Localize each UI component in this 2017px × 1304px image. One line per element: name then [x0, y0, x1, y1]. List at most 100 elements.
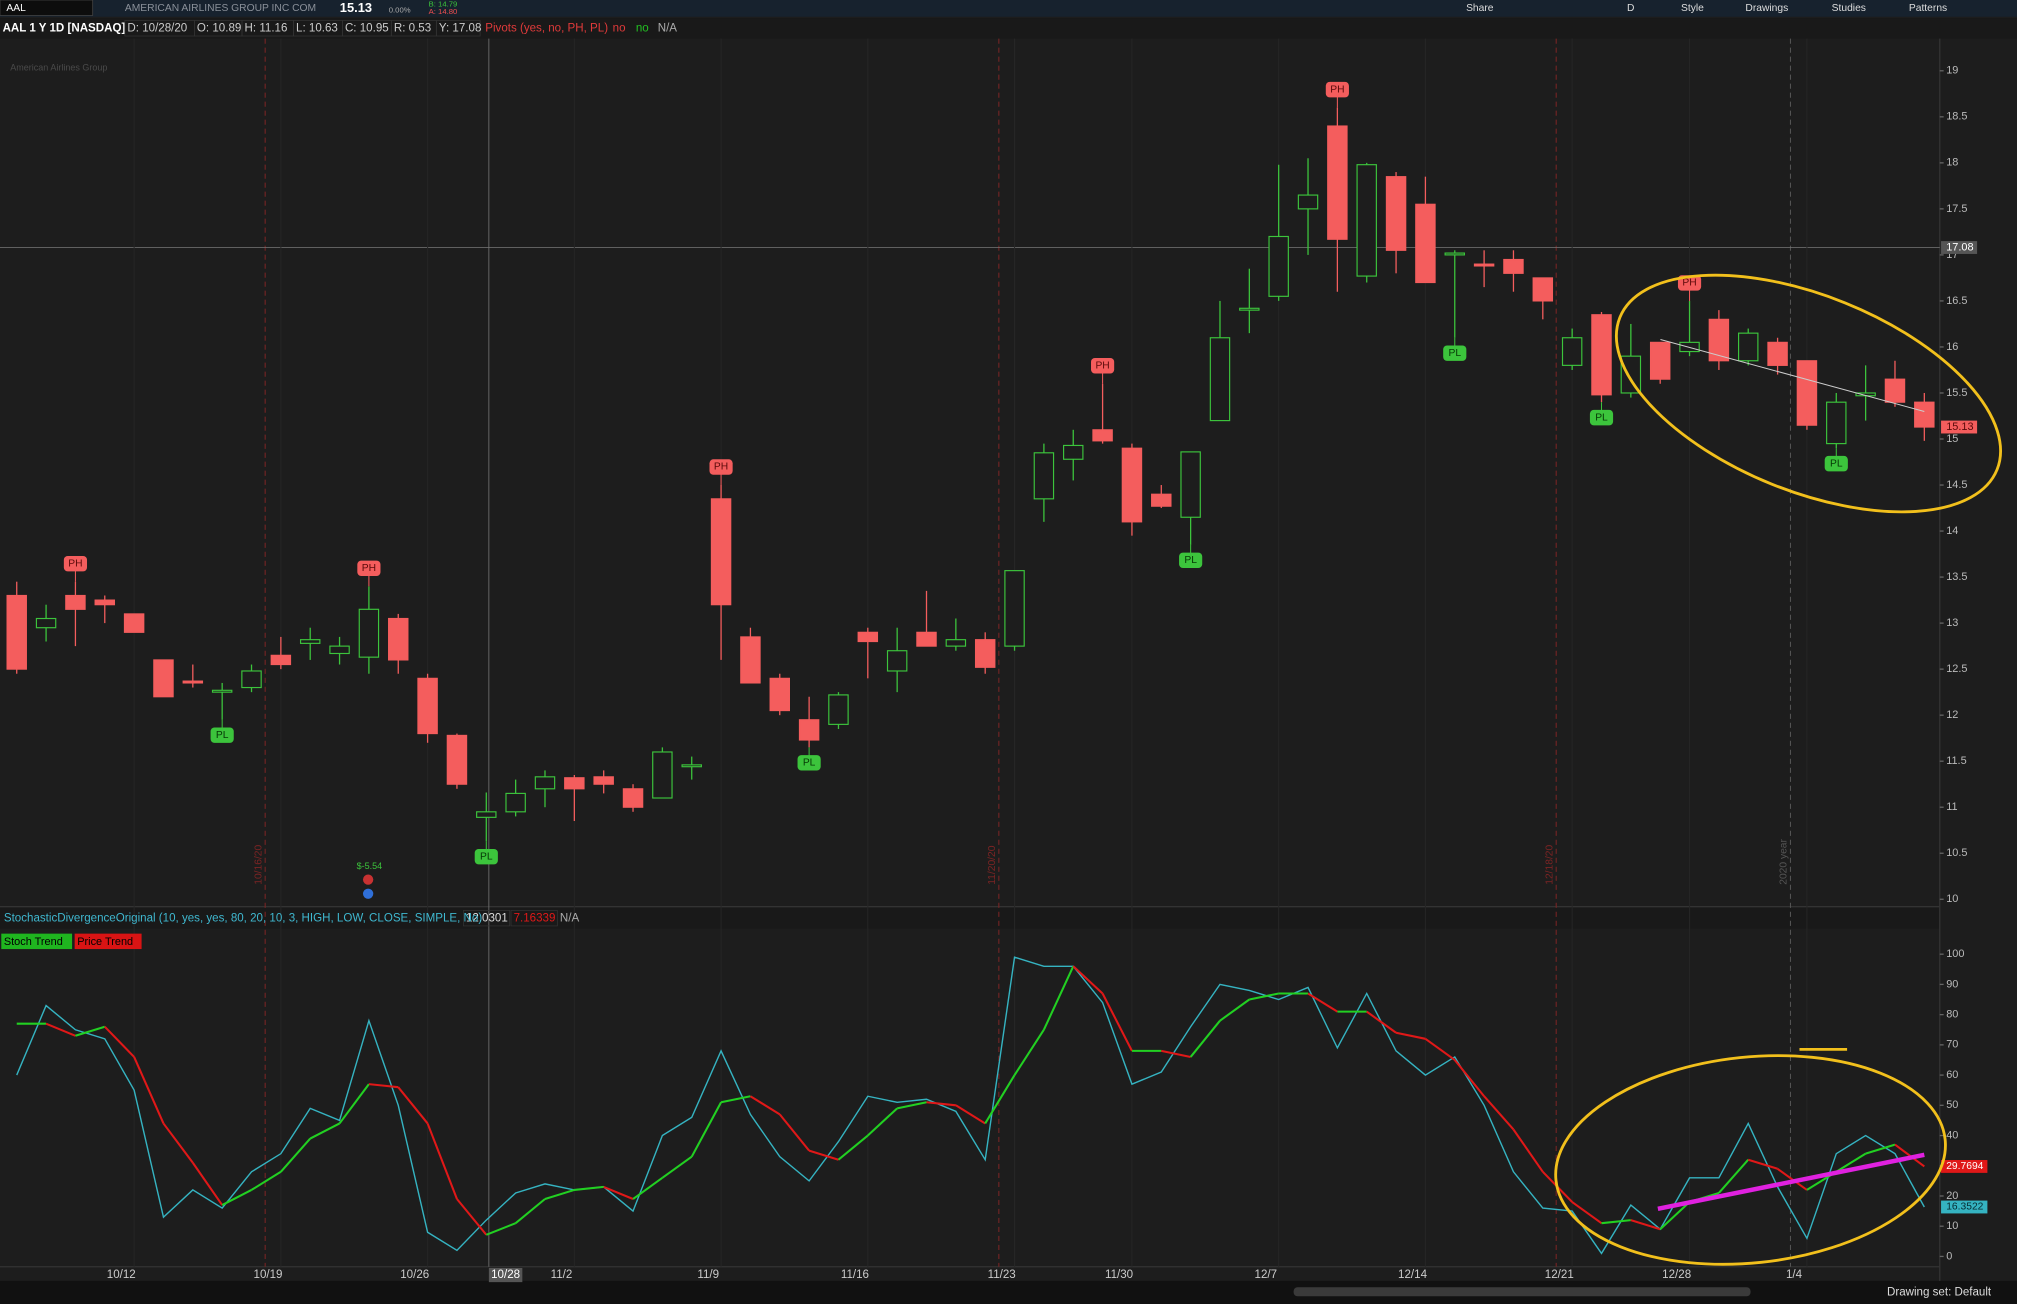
pivot-label: PL — [1595, 412, 1608, 423]
chart-area: 10 10.5 11 11.5 12 12.5 13 13.5 14 14.5 15 15.5 16 16… — [0, 38, 1988, 1283]
candle-body — [329, 645, 350, 655]
line-segment — [632, 1177, 663, 1200]
legend-swatch — [1, 933, 73, 950]
y-tick-label: 12.5 — [1946, 663, 1967, 675]
candle-body — [652, 751, 673, 799]
x-tick-label: 11/23 — [988, 1269, 1016, 1281]
toolbar-button[interactable]: Share — [1466, 3, 1494, 14]
study-value-cell — [462, 910, 511, 927]
scrollbar-thumb[interactable] — [1293, 1287, 1751, 1297]
status-value: C: 10.95 — [345, 22, 389, 34]
y-tick-label: 10 — [1946, 893, 1958, 905]
pivot-badge — [797, 755, 821, 771]
toolbar-button[interactable]: Studies — [1832, 3, 1866, 14]
pivot-badge — [1443, 345, 1467, 361]
candle-body — [681, 764, 702, 768]
pivot-label: PH — [1330, 84, 1344, 95]
y-tick-label: 17.5 — [1946, 203, 1967, 215]
line-segment — [749, 1095, 781, 1116]
candle-body — [1708, 318, 1730, 362]
line-segment — [955, 1104, 986, 1125]
y-tick-label: 0 — [1946, 1250, 1952, 1262]
pivot-badge — [1589, 409, 1614, 426]
candle-body — [1180, 451, 1201, 518]
y-tick-label: 15 — [1946, 433, 1958, 445]
annotations — [1554, 273, 2002, 1266]
line-segment — [1835, 1152, 1867, 1173]
symbol[interactable]: AAL — [6, 3, 26, 14]
x-tick-label: 11/30 — [1105, 1269, 1133, 1281]
y-tick-label: 15.5 — [1946, 387, 1967, 399]
x-tick-label: 10/12 — [107, 1269, 136, 1281]
bid: B: 14.79 — [429, 0, 458, 9]
y-tick-label: 14.5 — [1946, 479, 1967, 491]
toolbar-button[interactable]: Style — [1681, 3, 1704, 14]
watermark: American Airlines Group — [10, 63, 107, 73]
toolbar-button[interactable]: Patterns — [1909, 3, 1947, 14]
pivot-badge — [357, 560, 381, 576]
line-segment — [485, 1222, 517, 1236]
line-segment — [309, 1122, 341, 1140]
line-segment — [368, 1083, 399, 1089]
line-segment — [544, 1188, 575, 1200]
x-tick-label: 10/19 — [254, 1269, 283, 1281]
x-tick-label: 11/9 — [697, 1269, 719, 1281]
status-value: L: 10.63 — [296, 22, 338, 34]
status-cell — [435, 20, 481, 37]
candle-body — [1121, 447, 1143, 523]
y-tick-label: 20 — [1946, 1190, 1958, 1202]
line-segment — [1307, 992, 1338, 1013]
line-segment — [221, 1189, 252, 1206]
last-value-label: 16.3522 — [1946, 1202, 1983, 1213]
line-segment — [1189, 1020, 1221, 1058]
toolbar-button[interactable]: Drawings — [1745, 3, 1788, 14]
line-segment — [338, 1083, 370, 1125]
line-segment — [397, 1086, 429, 1125]
study-title: StochasticDivergenceOriginal (10, yes, y… — [4, 912, 482, 924]
x-tick-label: 10/26 — [400, 1269, 429, 1281]
line-segment — [162, 1122, 194, 1164]
candle-body — [564, 777, 585, 790]
bottom-bar — [0, 1280, 2017, 1304]
status-value: H: 11.16 — [245, 22, 288, 34]
line-segment — [1249, 992, 1279, 1001]
symbol-box[interactable] — [0, 0, 94, 16]
line-segment — [1483, 1095, 1515, 1131]
candle-body — [798, 719, 820, 741]
highlight-circle — [1554, 1054, 1947, 1266]
study-value: no — [636, 22, 649, 34]
trend-drawing — [1660, 339, 1925, 413]
pivot-badge — [210, 727, 234, 743]
x-tick-label: 1/4 — [1786, 1269, 1803, 1281]
line-segment — [690, 1101, 722, 1158]
status-value: Y: 17.08 — [439, 22, 481, 34]
status-value: R: 0.53 — [394, 22, 431, 34]
study-value: 12.0301 — [466, 912, 508, 924]
candle-body — [974, 639, 996, 668]
earnings-icon — [362, 888, 374, 899]
line-segment — [1747, 1158, 1778, 1170]
y-tick-label: 80 — [1946, 1009, 1958, 1021]
y-tick-label: 11 — [1946, 801, 1957, 813]
crosshair-price: 17.08 — [1946, 241, 1973, 253]
candle-body — [1532, 277, 1554, 302]
y-tick-label: 19 — [1946, 65, 1958, 77]
line-segment — [1072, 965, 1104, 995]
pivot-label: PL — [1830, 458, 1843, 469]
candle-body — [828, 694, 849, 725]
line-segment — [1659, 1201, 1691, 1230]
study-value-cell — [510, 910, 558, 927]
candle-body — [476, 811, 497, 818]
highlight-circle — [1614, 273, 2002, 514]
last-price: 15.13 — [340, 0, 372, 15]
y-tick-label: 14 — [1946, 525, 1958, 537]
toolbar-button[interactable]: D — [1627, 3, 1634, 14]
candle-body — [1826, 401, 1847, 445]
candle-body — [123, 613, 145, 633]
y-tick-label: 60 — [1946, 1069, 1958, 1081]
status-value: O: 10.89 — [197, 22, 241, 34]
status-value: D: 10/28/20 — [127, 22, 187, 34]
line-segment — [1219, 998, 1250, 1022]
last-value-tag — [1941, 1160, 1988, 1173]
